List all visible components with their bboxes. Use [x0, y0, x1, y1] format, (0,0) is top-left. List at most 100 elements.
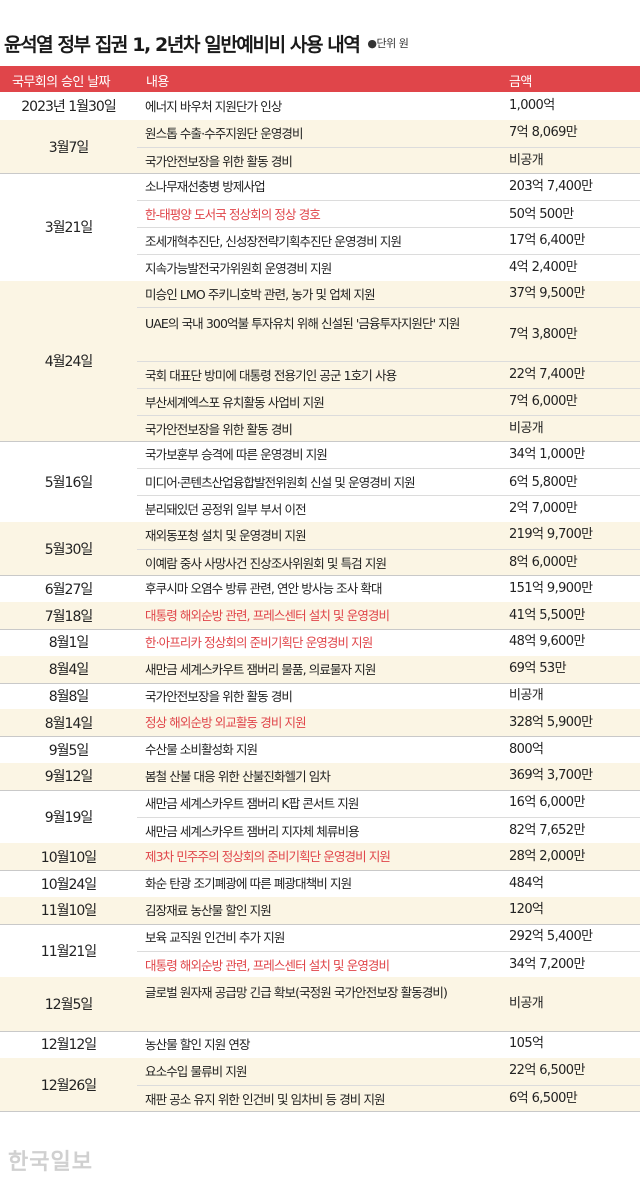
table-row: 분리돼있던 공정위 일부 부서 이전 2억 7,000만: [137, 494, 640, 523]
table-group: 7월18일 대통령 해외순방 관련, 프레스센터 설치 및 운영경비 41억 5,5…: [0, 602, 640, 630]
row-content: 조세개혁추진단, 신성장전략기획추진단 운영경비 지원: [145, 233, 402, 249]
row-content: 김장재료 농산물 할인 지원: [145, 903, 272, 918]
table-row: 봄철 산불 대응 위한 산불진화헬기 임차 369억 3,700만: [137, 763, 640, 790]
row-amount: 비공개: [509, 996, 544, 1012]
table-row: 대통령 해외순방 관련, 프레스센터 설치 및 운영경비 41억 5,500만: [137, 602, 640, 629]
table-group: 8월4일 새만금 세계스카우트 잼버리 물품, 의료물자 지원 69억 53만: [0, 655, 640, 684]
row-amount: 369억 3,700만: [509, 768, 593, 784]
row-content: 지속가능발전국가위원회 운영경비 지원: [145, 260, 332, 276]
row-amount: 1,000억: [509, 98, 555, 114]
approval-date: 7월18일: [44, 608, 93, 625]
table-row: 에너지 바우처 지원단가 인상 1,000억: [137, 93, 640, 120]
row-amount: 41억 5,500만: [509, 607, 585, 623]
row-amount: 292억 5,400만: [509, 929, 593, 945]
row-content: 미승인 LMO 주키니호박 관련, 농가 및 업체 지원: [145, 286, 376, 302]
table-row: 국가안전보장을 위한 활동 경비 비공개: [137, 683, 640, 710]
approval-date: 10월10일: [40, 849, 97, 866]
row-amount: 7억 3,800만: [509, 327, 578, 343]
row-content: 제3차 민주주의 정상회의 준비기획단 운영경비 지원: [145, 849, 391, 865]
table-row: 미디어·콘텐츠산업융합발전위원회 신설 및 운영경비 지원 6억 5,800만: [137, 468, 640, 496]
approval-date: 6월27일: [44, 581, 93, 598]
row-content: 후쿠시마 오염수 방류 관련, 연안 방사능 조사 확대: [145, 581, 382, 597]
table-row: 한-태평양 도서국 정상회의 정상 경호 50억 500만: [137, 200, 640, 228]
row-content: 수산물 소비활성화 지원: [145, 742, 258, 758]
row-content: 요소수입 물류비 지원: [145, 1063, 247, 1079]
table-row: 국회 대표단 방미에 대통령 전용기인 공군 1호기 사용 22억 7,400만: [137, 360, 640, 389]
approval-date: 12월12일: [40, 1037, 97, 1054]
row-content: UAE의 국내 300억불 투자유치 위해 신설된 '금융투자지원단' 지원: [145, 316, 460, 332]
row-content: 새만금 세계스카우트 잼버리 K팝 콘서트 지원: [145, 795, 359, 811]
table-row: 재판 공소 유지 위한 인건비 및 임차비 등 경비 지원 6억 6,500만: [137, 1084, 640, 1113]
row-content: 국회 대표단 방미에 대통령 전용기인 공군 1호기 사용: [145, 367, 397, 383]
approval-date: 12월26일: [40, 1077, 97, 1094]
row-content: 한·아프리카 정상회의 준비기획단 운영경비 지원: [145, 635, 373, 650]
table-group: 8월1일 한·아프리카 정상회의 준비기획단 운영경비 지원 48억 9,600만: [0, 629, 640, 657]
row-amount: 69억 53만: [509, 661, 567, 677]
row-content: 국가보훈부 승격에 따른 운영경비 지원: [145, 447, 328, 463]
table-row: 재외동포청 설치 및 운영경비 지원 219억 9,700만: [137, 522, 640, 549]
row-amount: 34억 1,000만: [509, 446, 585, 462]
row-content: 보육 교직원 인건비 추가 지원: [145, 929, 285, 945]
approval-date: 10월24일: [40, 876, 97, 893]
table-row: 화순 탄광 조기폐광에 따른 폐광대책비 지원 484억: [137, 870, 640, 897]
table-row: UAE의 국내 300억불 투자유치 위해 신설된 '금융투자지원단' 지원 7억…: [137, 307, 640, 362]
approval-date: 3월21일: [44, 219, 93, 236]
approval-date: 8월8일: [48, 688, 90, 705]
table-row: 새만금 세계스카우트 잼버리 물품, 의료물자 지원 69억 53만: [137, 656, 640, 683]
row-amount: 4억 2,400만: [509, 260, 578, 276]
table-group: 12월5일 글로벌 원자재 공급망 긴급 확보(국정원 국가안전보장 활동경비) 비…: [0, 977, 640, 1032]
row-content: 분리돼있던 공정위 일부 부서 이전: [145, 501, 307, 517]
header-amount: 금액: [509, 75, 532, 90]
row-content: 재판 공소 유지 위한 인건비 및 임차비 등 경비 지원: [145, 1091, 386, 1107]
row-amount: 37억 9,500만: [509, 285, 585, 301]
row-amount: 28억 2,000만: [509, 848, 585, 864]
approval-date: 8월1일: [48, 635, 90, 652]
row-content: 원스톱 수출·수주지원단 운영경비: [145, 125, 304, 141]
row-content: 이예람 중사 사망사건 진상조사위원회 및 특검 지원: [145, 555, 387, 571]
row-content: 봄철 산불 대응 위한 산불진화헬기 임차: [145, 769, 331, 784]
row-amount: 219억 9,700만: [509, 527, 593, 543]
row-amount: 22억 7,400만: [509, 367, 585, 383]
table-row: 지속가능발전국가위원회 운영경비 지원 4억 2,400만: [137, 253, 640, 282]
approval-date: 9월19일: [44, 809, 93, 826]
table-group: 5월30일 재외동포청 설치 및 운영경비 지원 219억 9,700만 이예람 중사…: [0, 521, 640, 577]
approval-date: 8월4일: [48, 662, 90, 679]
table-row: 조세개혁추진단, 신성장전략기획추진단 운영경비 지원 17억 6,400만: [137, 226, 640, 255]
table-row: 국가안전보장을 위한 활동 경비 비공개: [137, 146, 640, 175]
row-amount: 2억 7,000만: [509, 501, 578, 517]
row-content: 농산물 할인 지원 연장: [145, 1037, 251, 1052]
row-amount: 22억 6,500만: [509, 1063, 585, 1079]
row-content: 소나무재선충병 방제사업: [145, 179, 266, 195]
table-row: 보육 교직원 인건비 추가 지원 292억 5,400만: [137, 924, 640, 951]
table-group: 4월24일 미승인 LMO 주키니호박 관련, 농가 및 업체 지원 37억 9,5…: [0, 280, 640, 443]
table-row: 후쿠시마 오염수 방류 관련, 연안 방사능 조사 확대 151억 9,900만: [137, 575, 640, 602]
approval-date: 2023년 1월30일: [21, 99, 116, 116]
row-content: 국가안전보장을 위한 활동 경비: [145, 153, 293, 169]
approval-date: 8월14일: [44, 715, 93, 732]
table-row: 정상 해외순방 외교활동 경비 지원 328억 5,900만: [137, 709, 640, 736]
row-content: 국가안전보장을 위한 활동 경비: [145, 421, 293, 437]
table-group: 9월12일 봄철 산불 대응 위한 산불진화헬기 임차 369억 3,700만: [0, 763, 640, 791]
table-row: 김장재료 농산물 할인 지원 120억: [137, 897, 640, 924]
table-row: 부산세계엑스포 유치활동 사업비 지원 7억 6,000만: [137, 387, 640, 416]
watermark: 한국일보: [8, 1150, 93, 1175]
row-amount: 7억 8,069만: [509, 125, 578, 141]
approval-date: 12월5일: [44, 997, 93, 1014]
row-content: 미디어·콘텐츠산업융합발전위원회 신설 및 운영경비 지원: [145, 475, 416, 491]
row-amount: 6억 5,800만: [509, 474, 578, 490]
table-group: 3월21일 소나무재선충병 방제사업 203억 7,400만 한-태평양 도서국 정상…: [0, 173, 640, 282]
table-group: 2023년 1월30일 에너지 바우처 지원단가 인상 1,000억: [0, 93, 640, 121]
row-content: 국가안전보장을 위한 활동 경비: [145, 688, 293, 704]
table-group: 9월5일 수산물 소비활성화 지원 800억: [0, 736, 640, 764]
table-group: 11월10일 김장재료 농산물 할인 지원 120억: [0, 897, 640, 925]
row-content: 글로벌 원자재 공급망 긴급 확보(국정원 국가안전보장 활동경비): [145, 985, 448, 1001]
table-group: 8월8일 국가안전보장을 위한 활동 경비 비공개: [0, 683, 640, 711]
row-amount: 6억 6,500만: [509, 1090, 578, 1106]
approval-date: 11월21일: [40, 943, 97, 960]
row-content: 새만금 세계스카우트 잼버리 지자체 체류비용: [145, 823, 360, 839]
row-amount: 비공개: [509, 420, 544, 436]
table-group: 3월7일 원스톱 수출·수주지원단 운영경비 7억 8,069만 국가안전보장을 위한…: [0, 119, 640, 175]
table-row: 새만금 세계스카우트 잼버리 지자체 체류비용 82억 7,652만: [137, 816, 640, 845]
row-amount: 151억 9,900만: [509, 580, 593, 596]
